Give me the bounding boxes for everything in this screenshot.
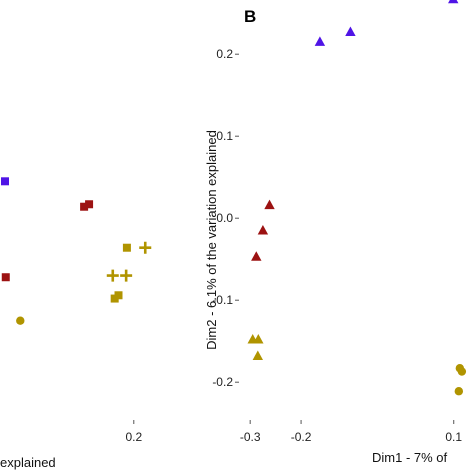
gold-triangle-point — [253, 334, 264, 344]
red-square-point — [1, 273, 10, 282]
red-square-point — [80, 202, 89, 211]
gold-circle-point — [457, 367, 467, 376]
red-triangle-point — [264, 199, 275, 210]
gold-square-point — [122, 243, 131, 252]
panel-b-x-axis-label: Dim1 - 7% of — [372, 450, 448, 465]
panel-b-y-tick-label: -0.1 — [212, 293, 233, 307]
red-triangle-point — [257, 225, 269, 235]
blue-square-point — [1, 177, 9, 186]
gold-square-point — [114, 291, 123, 300]
left-x-axis-label: explained — [0, 455, 56, 470]
blue-triangle-point — [345, 26, 356, 37]
red-square-point — [85, 200, 94, 209]
gold-circle-point — [454, 387, 464, 396]
gold-triangle-point — [252, 350, 264, 360]
panel-b-y-tick-label: -0.2 — [212, 375, 233, 389]
panel-b-x-tick-label: 0.1 — [445, 430, 462, 444]
panel-b-scatter-points — [247, 0, 467, 396]
left-scatter-points — [1, 177, 152, 325]
panel-b-label: B — [244, 7, 256, 26]
blue-triangle-point — [314, 36, 326, 46]
red-triangle-point — [251, 251, 262, 261]
panel-b-y-tick-label: 0.1 — [216, 129, 233, 143]
panel-b-x-tick-label: -0.3 — [240, 430, 261, 444]
panel-b-y-axis-ticks: 0.2 0.1 0.0 -0.1 -0.2 — [212, 47, 239, 389]
left-panel-partial: 0.2 explained — [0, 177, 152, 470]
gold-plus-point — [139, 241, 152, 254]
panel-b-y-axis-label: Dim2 - 6.1% of the variation explained — [204, 130, 219, 350]
gold-plus-point — [106, 269, 119, 282]
panel-b-x-tick-label: -0.2 — [291, 430, 312, 444]
left-x-axis-ticks: 0.2 — [125, 420, 142, 444]
panel-b-y-tick-label: 0.0 — [216, 211, 233, 225]
left-x-tick-label: 0.2 — [125, 430, 142, 444]
gold-circle-point — [16, 316, 25, 325]
panel-b: B Dim2 - 6.1% of the variation explained… — [204, 0, 467, 465]
panel-b-y-tick-label: 0.2 — [216, 47, 233, 61]
panel-b-x-axis-ticks: -0.3 -0.2 0.1 — [240, 420, 462, 444]
gold-plus-point — [120, 269, 133, 282]
blue-triangle-point — [448, 0, 459, 4]
